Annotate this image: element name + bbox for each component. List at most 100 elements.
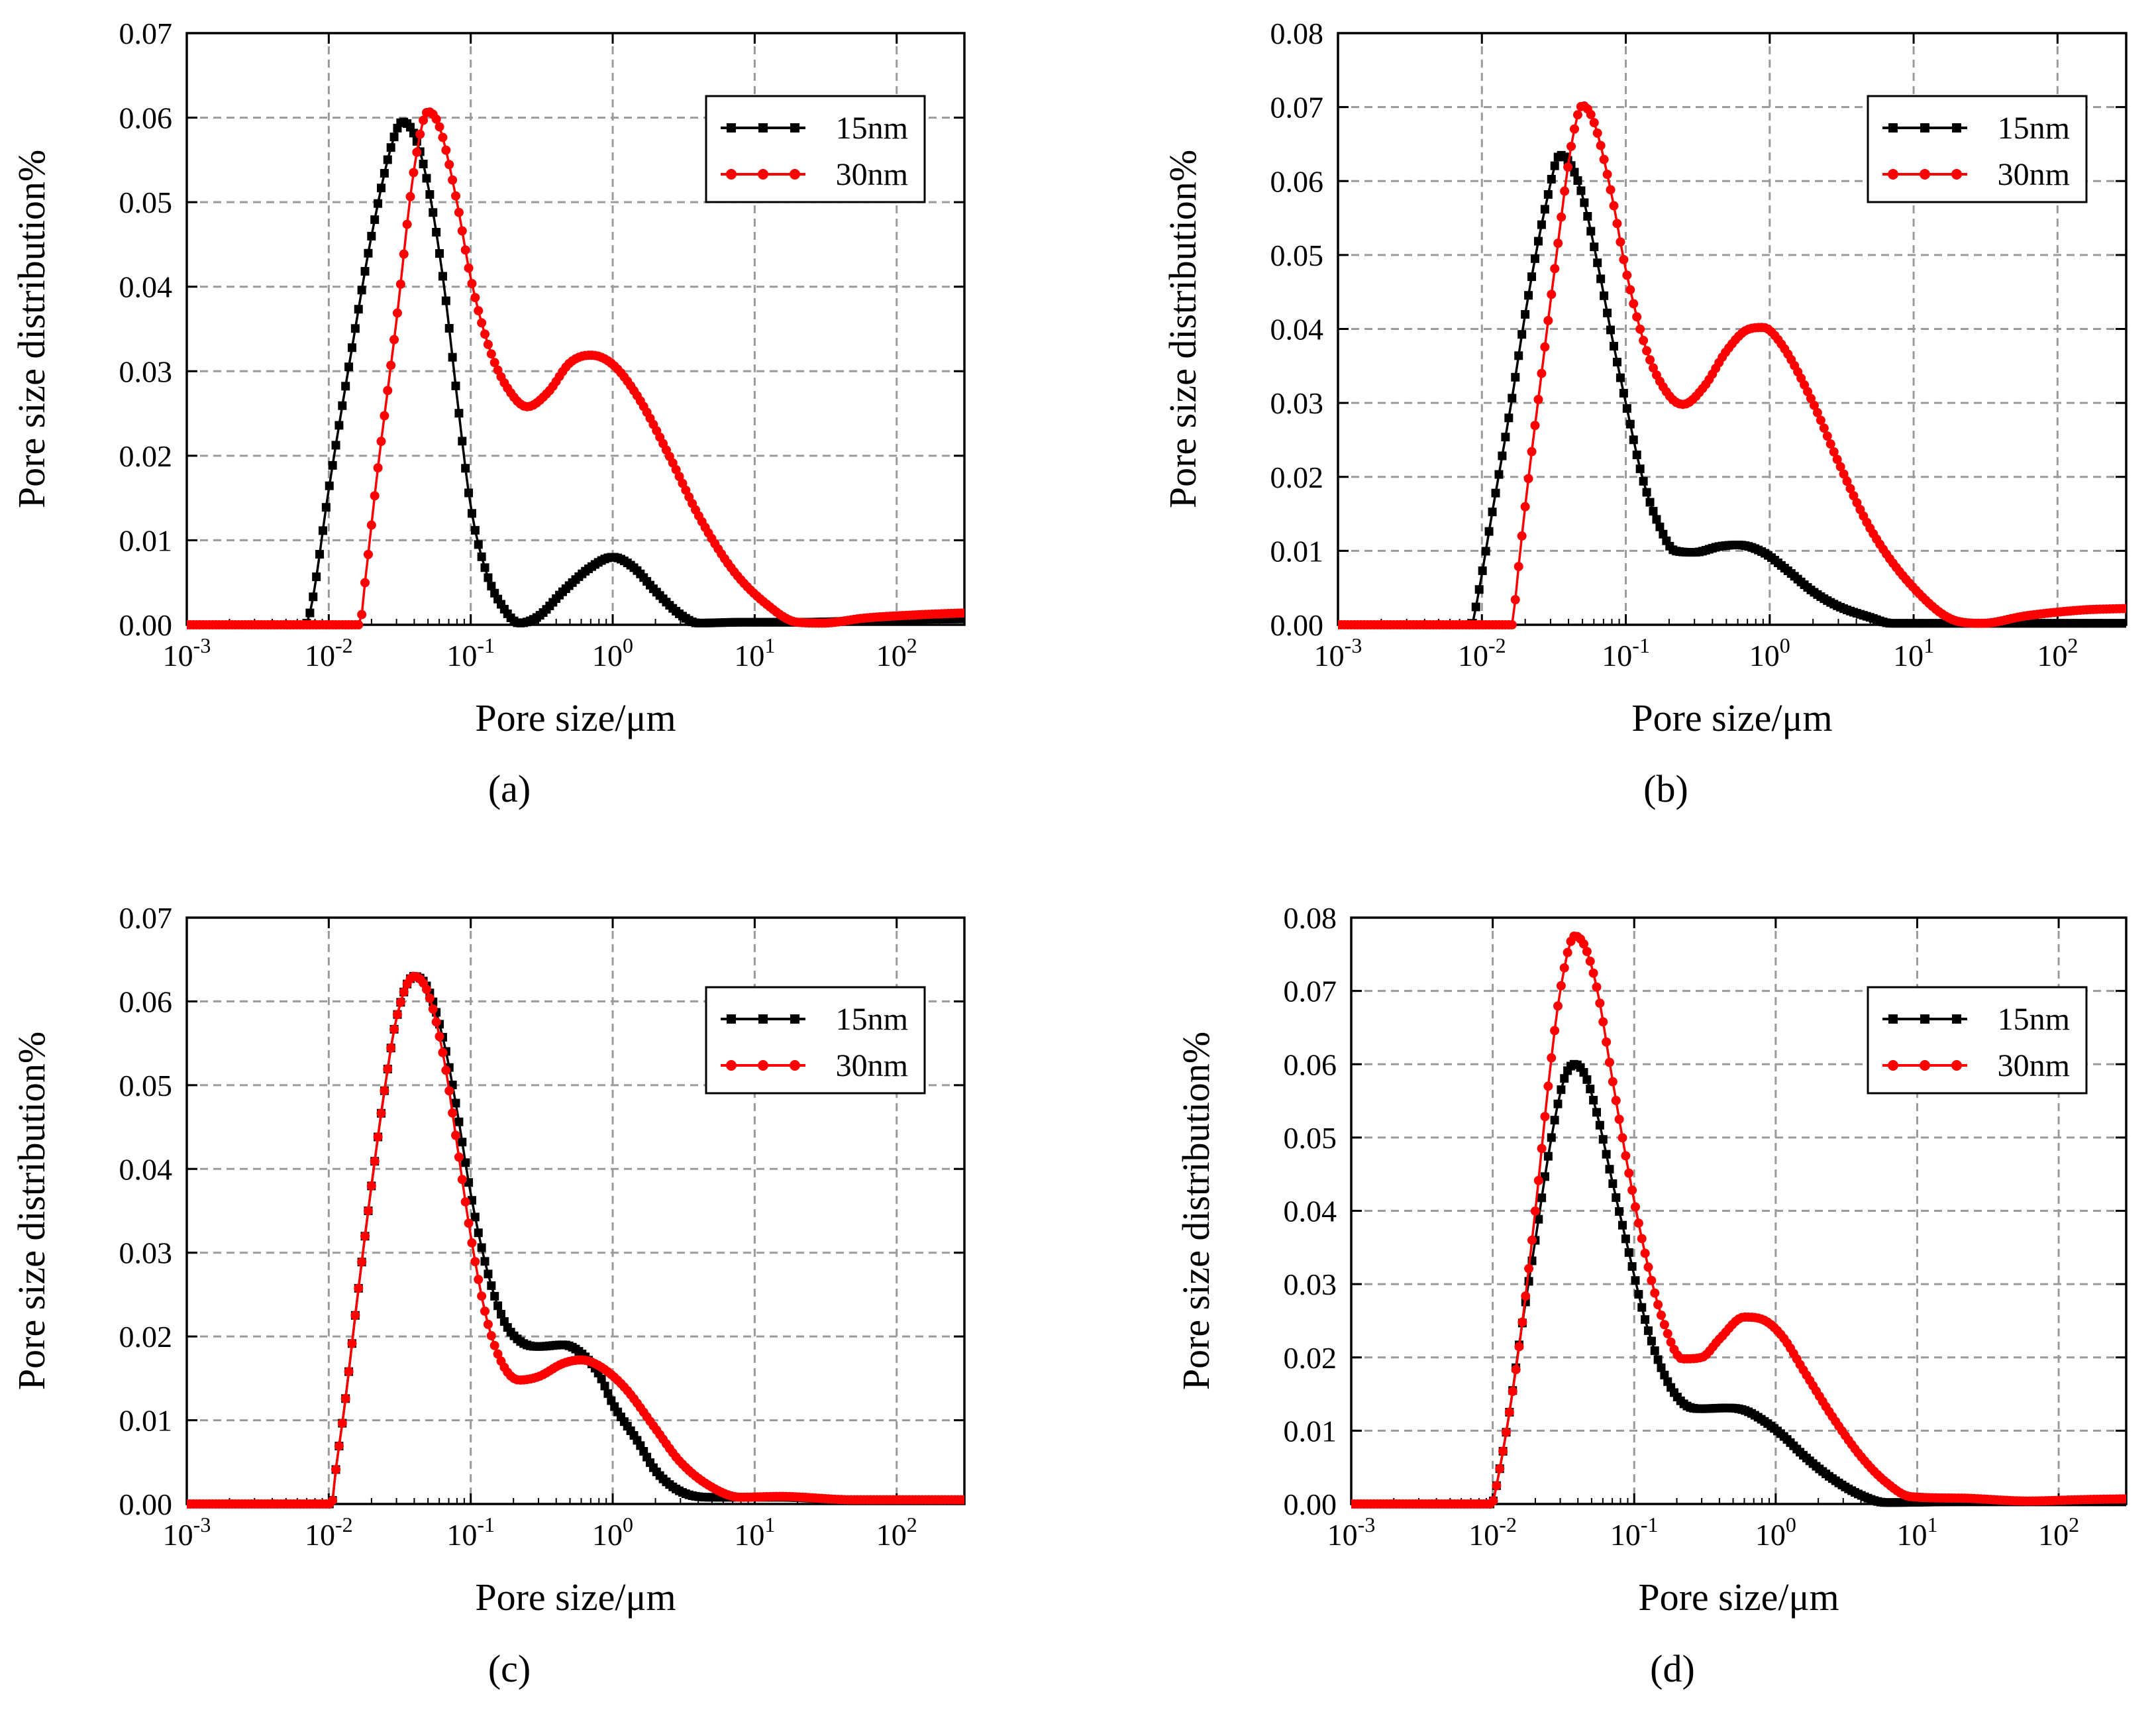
data-point-30nm bbox=[337, 1419, 347, 1428]
data-point-30nm bbox=[1596, 140, 1606, 150]
data-point-30nm bbox=[402, 219, 412, 229]
y-tick-label: 0.08 bbox=[1284, 901, 1337, 935]
data-point-15nm bbox=[480, 563, 489, 572]
data-point-15nm bbox=[1478, 566, 1487, 575]
data-point-30nm bbox=[1835, 462, 1845, 472]
y-tick-label: 0.00 bbox=[1270, 608, 1324, 642]
data-point-15nm bbox=[1570, 168, 1579, 177]
x-axis-title: Pore size/μm bbox=[475, 696, 676, 739]
data-point-15nm bbox=[422, 174, 431, 183]
x-tick-label: 10-2 bbox=[305, 633, 353, 672]
data-point-15nm bbox=[1657, 1363, 1666, 1372]
data-point-15nm bbox=[1625, 419, 1635, 429]
data-point-15nm bbox=[458, 1138, 467, 1147]
data-point-15nm bbox=[1586, 1085, 1595, 1094]
data-point-30nm bbox=[354, 1283, 364, 1293]
data-point-30nm bbox=[438, 133, 448, 142]
data-point-30nm bbox=[431, 1017, 441, 1027]
data-point-30nm bbox=[444, 1086, 454, 1096]
data-point-15nm bbox=[350, 324, 360, 333]
plot-area bbox=[187, 971, 964, 1509]
data-point-30nm bbox=[444, 160, 454, 170]
data-point-15nm bbox=[364, 248, 373, 258]
data-point-15nm bbox=[1560, 1074, 1569, 1083]
data-point-30nm bbox=[370, 1156, 380, 1166]
legend-marker bbox=[1951, 169, 1962, 180]
data-point-30nm bbox=[1598, 1017, 1608, 1027]
y-tick-label: 0.04 bbox=[1284, 1195, 1337, 1228]
series-markers-30nm bbox=[187, 107, 964, 629]
legend-label-30nm: 30nm bbox=[836, 157, 908, 192]
x-tick-label: 101 bbox=[734, 633, 775, 672]
data-point-30nm bbox=[389, 1024, 399, 1034]
data-point-15nm bbox=[367, 231, 376, 241]
data-point-15nm bbox=[1660, 1370, 1669, 1379]
data-point-15nm bbox=[1645, 498, 1655, 507]
x-tick-label: 10-3 bbox=[1327, 1513, 1376, 1552]
data-point-30nm bbox=[331, 1465, 341, 1475]
data-point-15nm bbox=[1481, 547, 1490, 556]
data-point-15nm bbox=[338, 401, 347, 410]
data-point-15nm bbox=[315, 550, 325, 559]
data-point-30nm bbox=[1608, 1077, 1617, 1087]
data-point-15nm bbox=[1618, 1220, 1627, 1230]
data-point-30nm bbox=[464, 1218, 474, 1228]
y-tick-label: 0.04 bbox=[1270, 313, 1324, 347]
data-point-30nm bbox=[1616, 237, 1625, 247]
data-point-30nm bbox=[1653, 1300, 1663, 1310]
x-tick-label: 10-2 bbox=[1458, 633, 1506, 672]
chart-panel-c: 0.00 0.01 0.02 0.03 0.04 0.05 0.06 0.07 10-3 10-2… bbox=[10, 901, 966, 1690]
data-point-30nm bbox=[357, 1257, 367, 1267]
legend-marker bbox=[790, 123, 799, 133]
data-point-15nm bbox=[374, 199, 383, 208]
data-point-30nm bbox=[1566, 141, 1576, 151]
data-point-30nm bbox=[457, 226, 467, 236]
data-point-15nm bbox=[1608, 1179, 1617, 1188]
data-point-15nm bbox=[1641, 1315, 1650, 1324]
data-point-30nm bbox=[1517, 1317, 1527, 1327]
data-point-15nm bbox=[464, 488, 474, 498]
y-tick-label: 0.01 bbox=[1284, 1414, 1337, 1448]
data-point-15nm bbox=[389, 133, 399, 142]
data-point-30nm bbox=[483, 1319, 493, 1329]
data-point-15nm bbox=[458, 437, 467, 446]
y-tick-label: 0.03 bbox=[1284, 1267, 1337, 1301]
data-point-30nm bbox=[1819, 423, 1829, 433]
data-point-15nm bbox=[480, 1257, 489, 1266]
data-point-15nm bbox=[490, 1291, 499, 1301]
data-point-15nm bbox=[1531, 254, 1539, 263]
data-point-30nm bbox=[1816, 415, 1825, 425]
data-point-15nm bbox=[1615, 1207, 1624, 1216]
data-point-30nm bbox=[467, 279, 477, 289]
data-point-30nm bbox=[1557, 212, 1566, 222]
data-point-30nm bbox=[1659, 1320, 1669, 1330]
data-point-15nm bbox=[1619, 388, 1628, 398]
data-point-15nm bbox=[334, 421, 344, 430]
data-point-15nm bbox=[487, 582, 496, 591]
data-point-15nm bbox=[597, 1374, 606, 1383]
y-tick-label: 0.00 bbox=[119, 1487, 173, 1521]
data-point-30nm bbox=[395, 997, 405, 1007]
data-point-15nm bbox=[451, 381, 460, 390]
data-point-30nm bbox=[347, 1338, 357, 1348]
data-point-30nm bbox=[467, 1238, 477, 1248]
data-point-15nm bbox=[1616, 373, 1625, 382]
x-tick-label: 100 bbox=[1749, 633, 1790, 672]
data-point-30nm bbox=[1582, 947, 1592, 957]
data-point-30nm bbox=[1849, 491, 1859, 501]
data-point-30nm bbox=[1510, 595, 1520, 605]
y-axis-title: Pore size distribution% bbox=[1174, 1032, 1217, 1390]
data-point-30nm bbox=[340, 1393, 350, 1403]
data-point-30nm bbox=[1550, 1026, 1560, 1036]
data-point-30nm bbox=[1521, 1291, 1531, 1301]
data-point-15nm bbox=[1474, 585, 1484, 594]
x-tick-label: 10-1 bbox=[446, 1513, 495, 1552]
y-tick-label: 0.01 bbox=[1270, 534, 1324, 568]
data-point-30nm bbox=[1606, 185, 1616, 195]
legend: 15nm 30nm bbox=[705, 986, 926, 1095]
y-tick-label: 0.00 bbox=[119, 608, 173, 642]
x-tick-label: 100 bbox=[592, 633, 633, 672]
data-point-15nm bbox=[1543, 190, 1553, 199]
data-point-15nm bbox=[477, 552, 486, 561]
data-point-15nm bbox=[1602, 1150, 1611, 1159]
